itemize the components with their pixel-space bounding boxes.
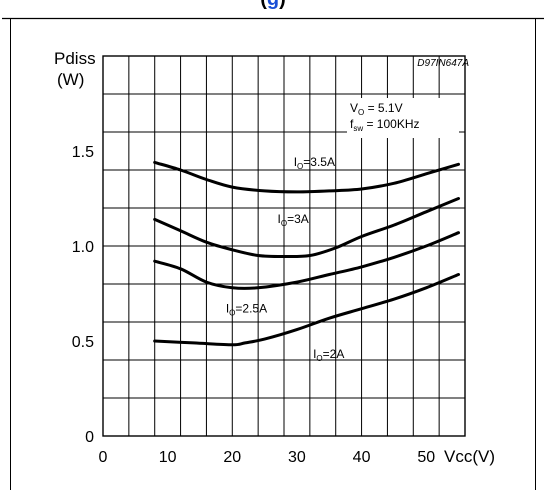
- x-tick-label: 40: [353, 449, 371, 466]
- condition-fsw-sub: sw: [353, 124, 363, 133]
- y-axis-label-line1: Pdiss: [54, 49, 96, 68]
- series-label-main: I: [226, 302, 229, 316]
- y-tick-labels: 0 0.5 1.0 1.5: [72, 144, 94, 446]
- y-tick-label: 1.0: [72, 239, 94, 256]
- series-label-rest: =3A: [287, 212, 309, 226]
- condition-fsw-main: f: [350, 117, 354, 131]
- condition-vo-rest: = 5.1V: [364, 101, 402, 115]
- x-tick-label: 50: [417, 449, 435, 466]
- x-tick-label: 20: [223, 449, 241, 466]
- series-line: [153, 273, 460, 347]
- series-label-sub: O: [316, 354, 322, 363]
- y-axis-label-line2: (W): [57, 70, 84, 89]
- series-label-main: I: [278, 212, 281, 226]
- y-tick-label: 1.5: [72, 144, 94, 161]
- conditions-box-bg: [347, 98, 459, 138]
- y-tick-label: 0: [85, 429, 94, 446]
- series-line: [153, 197, 460, 259]
- series-line: [153, 160, 460, 194]
- header-close-paren: ): [279, 0, 286, 10]
- chart-curves: [153, 160, 460, 347]
- x-tick-label: 30: [288, 449, 306, 466]
- series-label-rest: =2.5A: [235, 302, 267, 316]
- series-label-rest: =2A: [323, 347, 345, 361]
- condition-vo-main: V: [350, 101, 358, 115]
- y-tick-label: 0.5: [72, 334, 94, 351]
- condition-vo-sub: O: [358, 108, 364, 117]
- x-tick-label: 10: [159, 449, 177, 466]
- x-axis-label: Vcc(V): [444, 447, 495, 466]
- condition-fsw-rest: = 100KHz: [363, 117, 419, 131]
- header-fragment: (g): [0, 0, 546, 11]
- series-label: IO=2A: [313, 347, 344, 363]
- series-line: [153, 231, 460, 290]
- power-dissipation-chart: D97IN647A Pdiss (W) Vcc(V) 0 0.5 1.0 1.5 0 1…: [54, 49, 495, 466]
- chart-code: D97IN647A: [417, 58, 469, 69]
- x-tick-label: 0: [99, 449, 108, 466]
- series-label-main: I: [294, 155, 297, 169]
- header-link-fragment[interactable]: g: [267, 0, 279, 10]
- series-label: IO=2.5A: [226, 302, 267, 318]
- series-label-sub: O: [229, 309, 235, 318]
- series-label-main: I: [313, 347, 316, 361]
- series-label-rest: =3.5A: [303, 155, 335, 169]
- x-tick-labels: 0 10 20 30 40 50: [99, 449, 436, 466]
- condition-fsw: fsw = 100KHz: [350, 117, 420, 133]
- series-label-sub: O: [281, 219, 287, 228]
- series-label: IO=3A: [278, 212, 309, 228]
- condition-vo: VO = 5.1V: [350, 101, 403, 117]
- series-label: IO=3.5A: [294, 155, 335, 171]
- series-label-sub: O: [297, 162, 303, 171]
- header-open-paren: (: [260, 0, 267, 10]
